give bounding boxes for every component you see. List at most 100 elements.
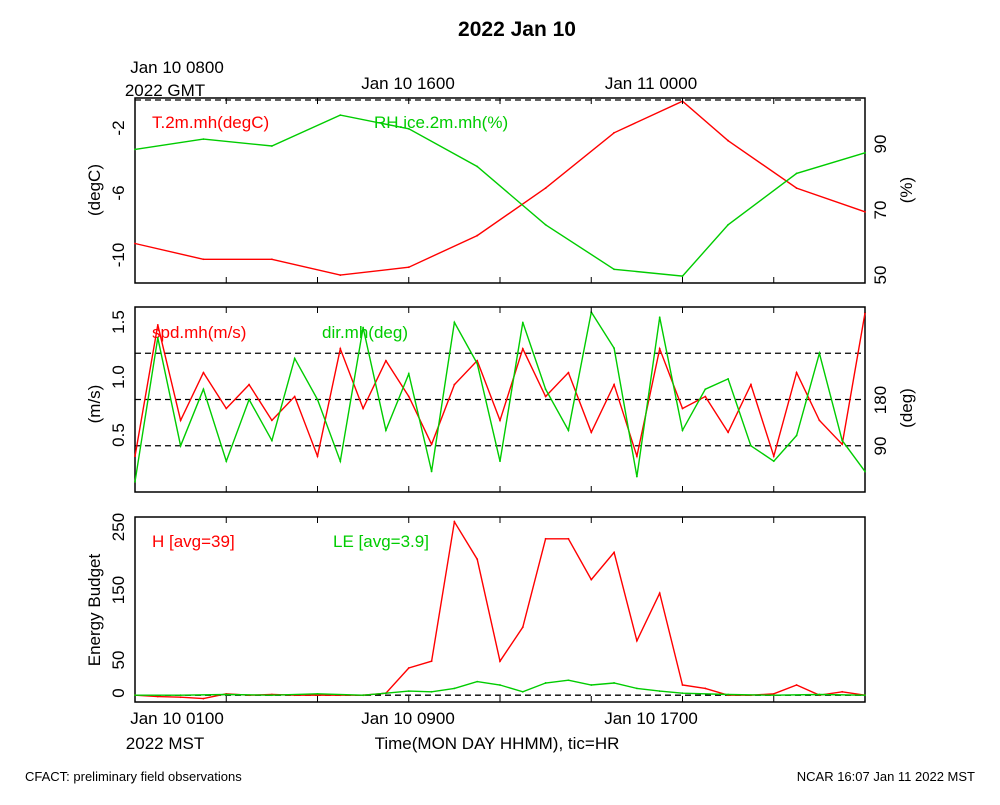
panel1-series-2-point [134, 148, 136, 151]
legend-wind-speed: spd.mh(m/s) [152, 323, 246, 342]
panel2-series-1-point [772, 455, 775, 458]
panel2-series-1-point [362, 407, 365, 410]
top-tick-label-1-line1: Jan 10 0800 [130, 58, 224, 77]
panel3-series-2-point [864, 694, 866, 697]
panel2-series-1-point [270, 419, 273, 422]
panel1-series-1-point [202, 258, 205, 261]
chart-title: 2022 Jan 10 [458, 18, 576, 41]
panel2-series-1-point [727, 431, 730, 434]
panel1-series-2-point [613, 268, 615, 271]
panel2-series-2-point [544, 388, 547, 391]
panel2-series-1-point [248, 383, 250, 386]
panel3-series-line-1 [134, 519, 866, 700]
panel1-series-line-2 [134, 114, 866, 277]
panel3-series-1-point [590, 578, 593, 581]
panel3-series-1-point [521, 626, 524, 629]
panel-energy-budget: 250 150 50 0 Energy Budget H [avg=39] LE… [85, 513, 866, 753]
panel2-series-1-point [339, 347, 342, 350]
panel2-series-2-point [841, 439, 844, 442]
panel1-series-1-point [795, 187, 798, 190]
legend-latent-heat: LE [avg=3.9] [333, 532, 429, 551]
legend-sensible-heat: H [avg=39] [152, 532, 235, 551]
p2-left-axis-label: (m/s) [85, 385, 104, 424]
panel3-series-2-point [499, 684, 501, 686]
panel1-series-1-point [544, 187, 547, 190]
bottom-tick-label-2: Jan 10 0900 [361, 709, 455, 728]
panel2-series-2-point [795, 434, 798, 437]
panel-wind: 1.5 1.0 0.5 (m/s) 180 90 (deg) spd.mh(m/… [85, 306, 916, 493]
panel3-series-2-point [362, 694, 365, 697]
panel1-series-1-point [864, 210, 866, 213]
panel3-series-1-point [499, 660, 501, 663]
panel2-series-1-point [635, 455, 638, 458]
panel3-series-1-point [658, 592, 661, 595]
panel1-series-1-point [407, 266, 410, 269]
panel2-series-2-point [339, 460, 342, 463]
panel3-series-2-point [544, 682, 547, 684]
panel1-series-2-point [202, 138, 205, 141]
panel2-series-1-point [818, 419, 821, 422]
panel3-series [134, 519, 866, 700]
panel3-series-2-point [772, 694, 775, 697]
panel3-series-2-point [658, 690, 661, 693]
panel2-series-2-point [521, 321, 524, 324]
panel3-series-2-point [179, 694, 182, 697]
p2-left-tick-1: 1.5 [109, 310, 128, 334]
panel3-series-1-point [635, 639, 638, 642]
p1-right-tick-2: 70 [871, 201, 890, 220]
footer-left: CFACT: preliminary field observations [25, 769, 242, 784]
panel3-series-2-point [567, 679, 570, 682]
panel3-series-2-point [613, 682, 615, 684]
panel3-series-2-point [225, 693, 228, 696]
panel2-series-1-point [590, 431, 593, 434]
panel3-series-2-point [681, 692, 684, 695]
panel2-series-2-point [499, 460, 501, 463]
panel1-series-1-point [134, 242, 136, 245]
panel3-series-2-point [818, 693, 821, 696]
panel3-series-1-point [544, 537, 547, 540]
panel3-series-1-point [681, 684, 684, 686]
panel2-reference-lines [135, 352, 865, 447]
panel2-series-1-point [521, 347, 524, 350]
panel2-series-2-point [750, 444, 752, 447]
panel1-series-1-point [476, 234, 479, 237]
panel2-series-1-point [316, 455, 319, 458]
p2-left-tick-3: 0.5 [109, 423, 128, 447]
panel3-series-1-point [476, 558, 479, 561]
p1-left-tick-3: -10 [109, 243, 128, 268]
top-tick-label-2: Jan 10 1600 [361, 74, 455, 93]
panel2-series-2-point [362, 326, 365, 329]
panel2-series-1-point [385, 359, 387, 362]
panel1-series-2-point [270, 145, 273, 147]
panel2-series-2-point [179, 444, 182, 447]
p3-left-axis-label: Energy Budget [85, 553, 104, 666]
panel1-series-2-point [476, 165, 479, 168]
panel2-series-2-point [225, 460, 228, 463]
panel3-series-1-point [202, 697, 205, 700]
bottom-tick-label-1-line2: 2022 MST [126, 734, 204, 753]
panel3-series-2-point [134, 694, 136, 697]
panel3-series-1-point [567, 537, 570, 540]
panel2-series-1-point [613, 383, 615, 386]
panel3-series-line-2 [135, 679, 866, 696]
panel3-series-1-point [316, 694, 319, 697]
panel3-series-2-point [635, 687, 638, 690]
panel3-series-1-point [841, 690, 844, 693]
panel2-series-2-point [704, 388, 707, 391]
panel2-series-2-point [864, 470, 866, 473]
panel2-series-1-point [476, 359, 479, 362]
p2-right-tick-1: 180 [871, 386, 890, 414]
panel1-series [134, 100, 866, 278]
p1-right-axis-label: (%) [897, 177, 916, 203]
bottom-tick-label-3: Jan 10 1700 [604, 709, 698, 728]
panel2-series-1-point [704, 395, 707, 398]
panel2-series-1-point [453, 383, 456, 386]
panel2-series-2-point [635, 475, 638, 478]
panel1-series-2-point [864, 151, 866, 154]
panel2-series-2-point [658, 316, 661, 319]
p1-right-tick-1: 90 [871, 135, 890, 154]
panel2-series-2-point [567, 429, 570, 432]
panel2-series-1-point [202, 371, 205, 374]
p2-left-tick-2: 1.0 [109, 365, 128, 389]
legend-temperature: T.2m.mh(degC) [152, 113, 269, 132]
